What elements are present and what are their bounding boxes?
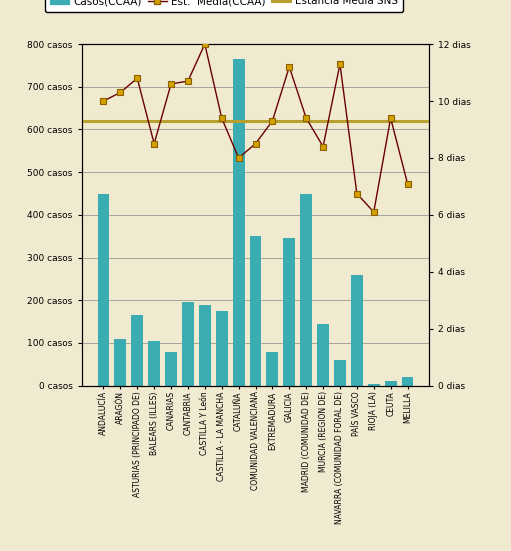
Bar <box>233 59 245 386</box>
Bar <box>98 193 109 386</box>
Bar <box>300 193 312 386</box>
Bar <box>165 352 177 386</box>
Bar <box>266 352 278 386</box>
Bar <box>131 315 143 386</box>
Bar <box>385 381 397 386</box>
Bar <box>148 341 160 386</box>
Bar <box>114 339 126 386</box>
Bar <box>334 360 346 386</box>
Bar <box>368 383 380 386</box>
Bar <box>249 236 262 386</box>
Bar <box>351 275 363 386</box>
Bar <box>216 311 227 386</box>
Bar <box>182 302 194 386</box>
Bar <box>284 239 295 386</box>
Legend: Casos(CCAA), Est.  Media(CCAA), Estancia Media SNS: Casos(CCAA), Est. Media(CCAA), Estancia … <box>45 0 403 12</box>
Bar <box>199 305 211 386</box>
Bar <box>317 324 329 386</box>
Bar <box>402 377 413 386</box>
